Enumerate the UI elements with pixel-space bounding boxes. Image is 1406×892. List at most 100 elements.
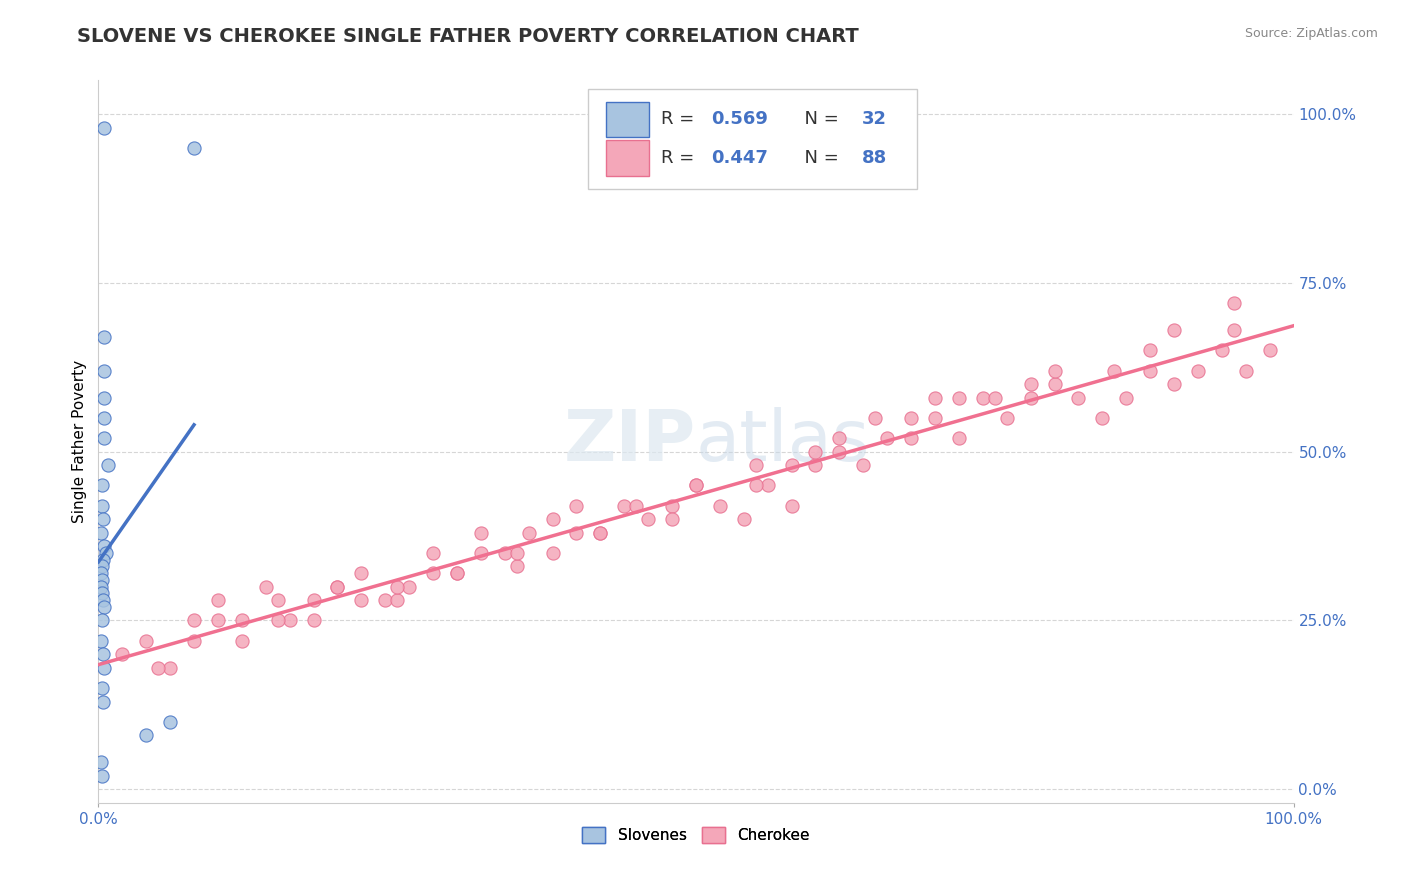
Point (91, 681, 114, 695)
Point (1163, 377, 1185, 392)
Point (278, 614, 301, 628)
Point (91, 499, 114, 513)
Point (984, 391, 1007, 405)
Point (91, 586, 114, 600)
Text: atlas: atlas (696, 407, 870, 476)
Text: 0.569: 0.569 (711, 110, 769, 128)
Point (91, 647, 114, 661)
FancyBboxPatch shape (606, 140, 650, 176)
Point (804, 458, 827, 472)
Point (207, 593, 229, 607)
Point (506, 559, 529, 574)
Point (446, 566, 468, 581)
Point (90, 566, 112, 581)
Point (828, 444, 851, 458)
Point (1104, 364, 1126, 378)
Point (350, 566, 373, 581)
Point (326, 580, 349, 594)
Point (93, 599, 115, 614)
Point (1223, 323, 1246, 337)
Point (231, 614, 253, 628)
Point (90, 525, 112, 540)
Legend: Slovenes, Cherokee: Slovenes, Cherokee (576, 822, 815, 849)
Point (398, 580, 420, 594)
Point (94, 546, 117, 560)
Point (865, 411, 887, 425)
Point (135, 728, 157, 742)
Point (302, 593, 325, 607)
Point (541, 512, 564, 526)
Point (1115, 391, 1137, 405)
Point (183, 141, 205, 155)
Text: ZIP: ZIP (564, 407, 696, 476)
Point (1223, 296, 1246, 310)
Point (93, 330, 115, 344)
Point (709, 499, 731, 513)
Point (231, 633, 253, 648)
Point (1019, 377, 1042, 392)
Point (828, 431, 851, 445)
Text: 0.447: 0.447 (711, 149, 769, 167)
Point (207, 614, 229, 628)
Point (183, 633, 205, 648)
Point (924, 391, 946, 405)
Point (326, 580, 349, 594)
Point (780, 499, 803, 513)
Text: N =: N = (793, 149, 844, 167)
Point (637, 512, 659, 526)
Point (97, 458, 120, 472)
Point (90, 580, 112, 594)
Point (93, 391, 115, 405)
FancyBboxPatch shape (606, 102, 650, 137)
Point (1258, 343, 1281, 358)
Point (93, 411, 115, 425)
Point (302, 614, 325, 628)
Point (589, 525, 612, 540)
Point (626, 499, 648, 513)
Point (374, 593, 396, 607)
Point (91, 593, 114, 607)
Point (90, 756, 112, 770)
Point (1234, 364, 1257, 378)
Point (385, 593, 409, 607)
Point (804, 444, 827, 458)
Point (780, 458, 803, 472)
Text: 32: 32 (862, 110, 887, 128)
Point (91, 769, 114, 783)
Point (93, 364, 115, 378)
Point (350, 593, 373, 607)
Point (517, 525, 540, 540)
Text: Source: ZipAtlas.com: Source: ZipAtlas.com (1244, 27, 1378, 40)
Point (91, 559, 114, 574)
Point (148, 661, 170, 675)
Point (685, 478, 707, 492)
Point (1163, 323, 1185, 337)
Point (470, 546, 492, 560)
Point (756, 478, 779, 492)
Point (93, 539, 115, 553)
Point (900, 411, 922, 425)
Point (661, 512, 683, 526)
Point (506, 546, 529, 560)
Point (91, 512, 114, 526)
Point (541, 546, 564, 560)
Point (972, 391, 994, 405)
Point (267, 593, 290, 607)
Point (422, 546, 444, 560)
Point (91, 573, 114, 587)
Point (685, 478, 707, 492)
Point (494, 546, 516, 560)
Point (91, 552, 114, 566)
Point (93, 120, 115, 135)
Point (589, 525, 612, 540)
Point (111, 647, 134, 661)
Point (900, 431, 922, 445)
Point (90, 633, 112, 648)
Point (183, 614, 205, 628)
Point (745, 478, 768, 492)
Point (852, 458, 875, 472)
Point (1067, 391, 1090, 405)
Point (948, 391, 970, 405)
Point (93, 661, 115, 675)
Point (1211, 343, 1233, 358)
